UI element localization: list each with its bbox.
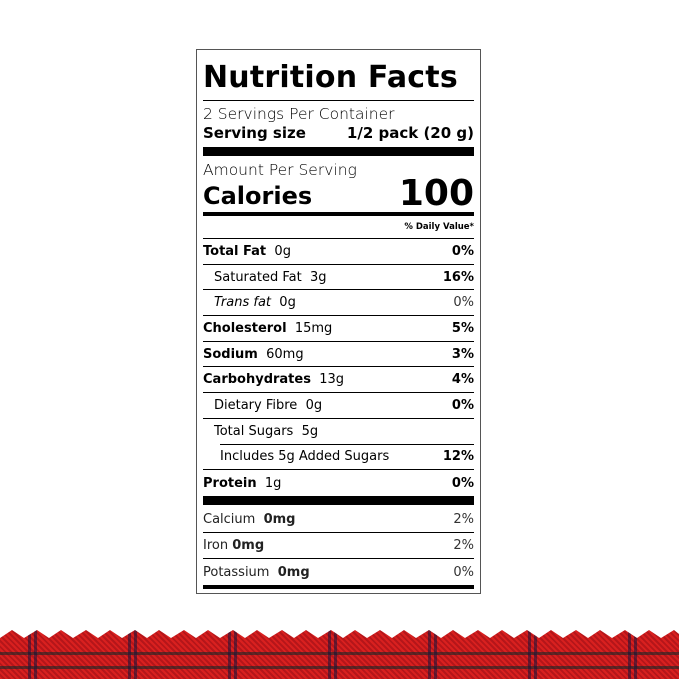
nutrient-row: Trans fat 0g 0% <box>203 290 474 317</box>
mineral-row: Iron 0mg 2% <box>203 533 474 559</box>
nutrient-row: Total Fat 0g 0% <box>203 239 474 265</box>
serving-size: Serving size 1/2 pack (20 g) <box>203 123 474 143</box>
nutrition-facts-label: Nutrition Facts 2 Servings Per Container… <box>196 49 481 594</box>
nutrient-row: Protein 1g 0% <box>203 470 474 496</box>
bottom-divider <box>203 585 474 589</box>
mineral-amount: 0mg <box>277 564 310 580</box>
medium-divider <box>203 212 474 216</box>
nutrient-amount: 1g <box>264 475 282 491</box>
calories: Calories 100 <box>203 174 474 214</box>
thick-divider <box>203 496 474 505</box>
nutrient-amount: 15mg <box>294 320 333 336</box>
mineral-dv: 0% <box>453 564 474 580</box>
nutrient-row: Cholesterol 15mg 5% <box>203 316 474 342</box>
mineral-name: Iron <box>203 538 229 553</box>
tartan-border-decoration <box>0 630 679 679</box>
nutrient-row: Includes 5g Added Sugars 12% <box>203 445 474 471</box>
nutrient-name: Cholesterol <box>203 320 287 336</box>
nutrient-dv: 0% <box>451 397 474 413</box>
nutrient-name: Carbohydrates <box>203 372 311 388</box>
nutrient-amount: 60mg <box>266 346 304 362</box>
serving-size-value: 1/2 pack (20 g) <box>346 124 474 142</box>
nutrient-list: Total Fat 0g 0% Saturated Fat 3g 16% Trans… <box>203 239 474 496</box>
nutrient-row: Saturated Fat 3g 16% <box>203 265 474 291</box>
nutrient-name: Trans fat <box>214 295 272 311</box>
mineral-dv: 2% <box>453 512 474 527</box>
nutrient-name: Saturated Fat <box>214 269 302 285</box>
nutrient-amount: 0g <box>279 295 296 311</box>
nutrient-name: Total Sugars <box>214 424 294 440</box>
mineral-name: Calcium <box>203 512 256 527</box>
nutrient-amount: 13g <box>319 372 345 388</box>
thick-divider <box>203 147 474 156</box>
servings-per-container: 2 Servings Per Container <box>203 105 395 123</box>
nutrient-dv: 4% <box>451 372 474 388</box>
divider <box>203 100 474 101</box>
nutrient-amount: 5g <box>301 424 319 440</box>
daily-value-header: % Daily Value* <box>404 222 474 232</box>
calories-label: Calories <box>203 182 313 210</box>
nutrient-amount: 3g <box>309 269 327 285</box>
label-title: Nutrition Facts <box>203 60 458 95</box>
nutrient-name: Protein <box>203 475 257 491</box>
mineral-list: Calcium 0mg 2% Iron 0mg 2% Potassium 0mg 0% <box>203 507 474 585</box>
nutrient-dv: 12% <box>442 449 474 465</box>
serving-size-label: Serving size <box>203 124 306 142</box>
divider <box>203 238 474 239</box>
nutrient-dv: 16% <box>442 269 474 285</box>
nutrient-name: Total Fat <box>203 243 267 259</box>
nutrient-row: Total Sugars 5g <box>203 419 474 445</box>
mineral-dv: 2% <box>453 538 474 553</box>
nutrient-dv: 0% <box>453 295 474 311</box>
nutrient-row: Sodium 60mg 3% <box>203 342 474 368</box>
nutrient-name: Includes 5g Added Sugars <box>220 449 390 465</box>
nutrient-name: Dietary Fibre <box>214 397 298 413</box>
mineral-name: Potassium <box>203 564 270 580</box>
calories-value: 100 <box>398 173 474 214</box>
nutrient-row: Dietary Fibre 0g 0% <box>203 393 474 419</box>
mineral-row: Potassium 0mg 0% <box>203 559 474 585</box>
nutrient-dv: 0% <box>451 243 474 259</box>
nutrient-amount: 0g <box>274 243 291 259</box>
mineral-amount: 0mg <box>232 538 265 553</box>
nutrient-dv: 0% <box>451 475 474 491</box>
mineral-amount: 0mg <box>263 512 296 527</box>
nutrient-amount: 0g <box>305 397 323 413</box>
nutrient-row: Carbohydrates 13g 4% <box>203 367 474 394</box>
nutrient-name: Sodium <box>203 346 258 362</box>
mineral-row: Calcium 0mg 2% <box>203 507 474 533</box>
nutrient-dv: 3% <box>451 346 474 362</box>
divider <box>220 443 474 445</box>
nutrient-dv: 5% <box>451 320 474 336</box>
amount-per-serving: Amount Per Serving <box>203 161 357 179</box>
